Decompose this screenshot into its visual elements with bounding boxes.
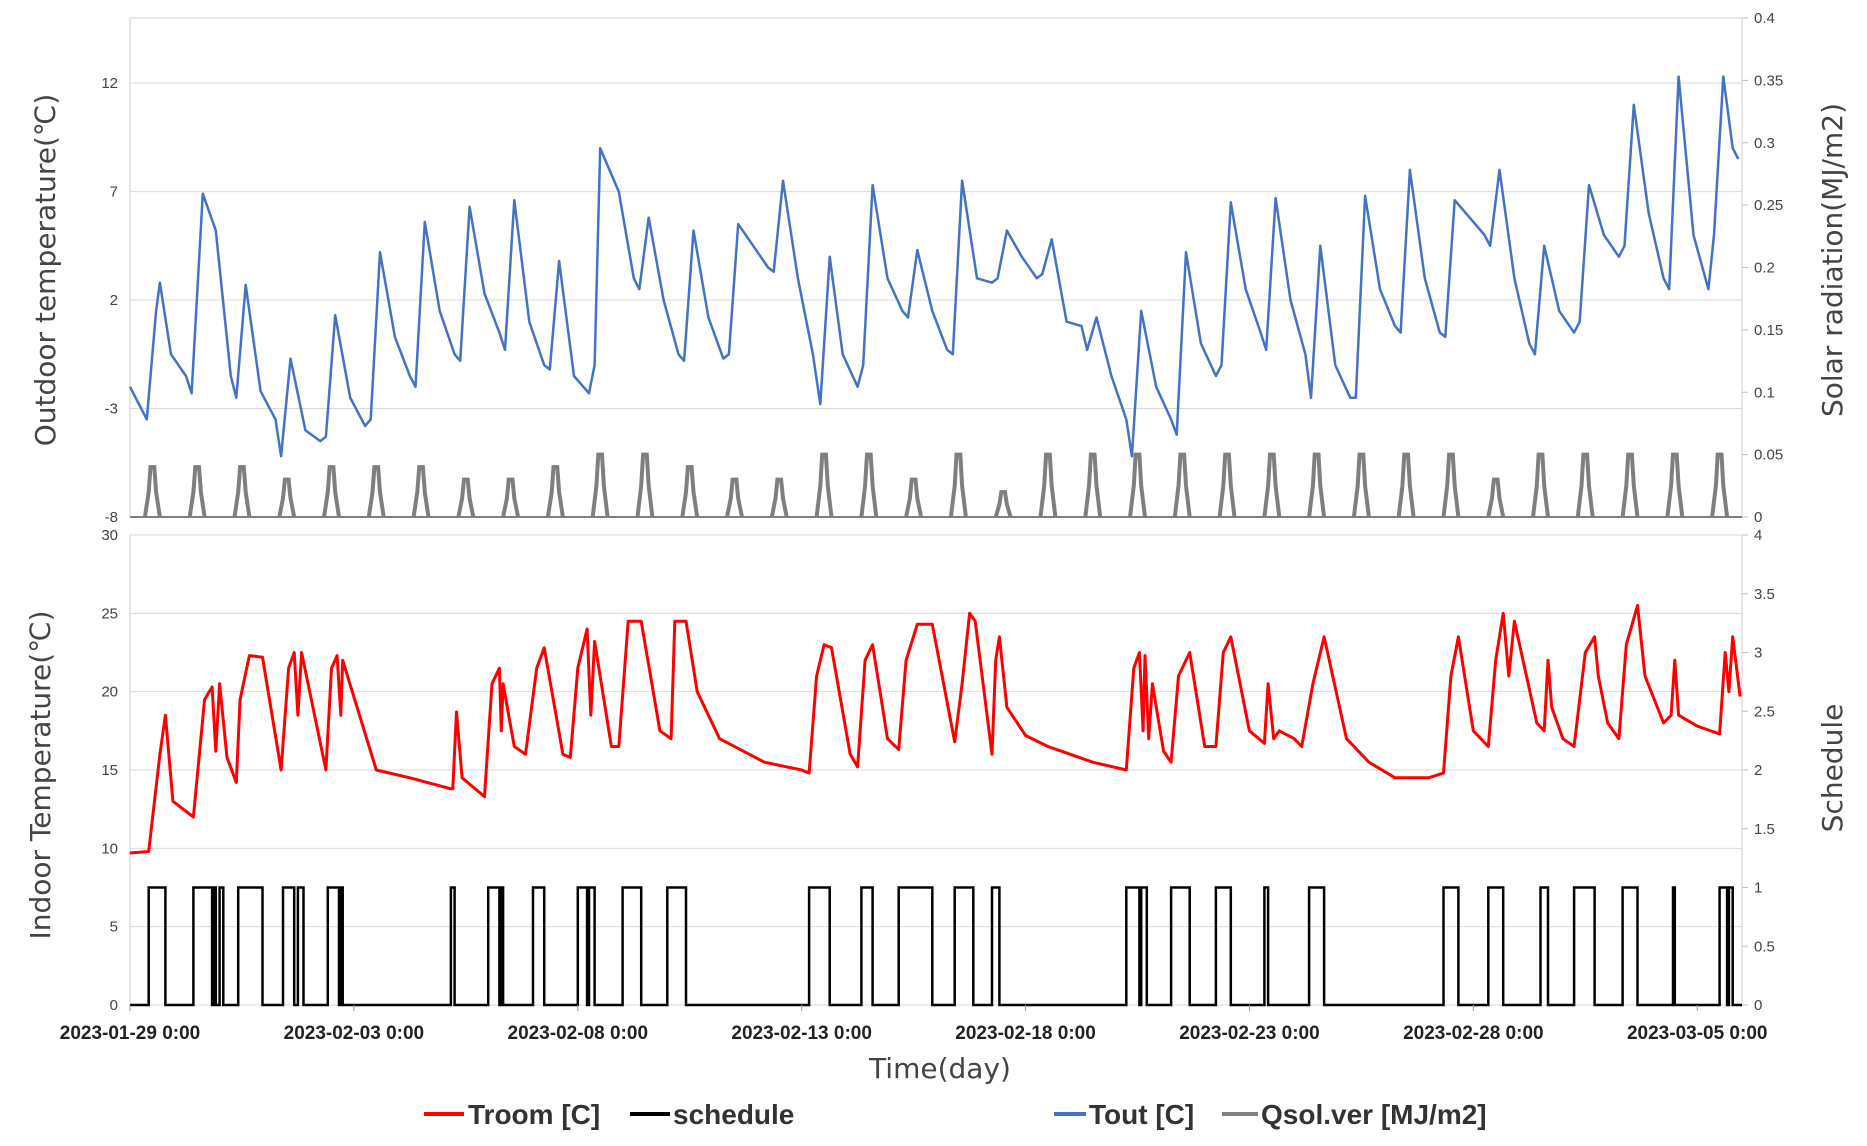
x-tick-label: 2023-03-05 0:00 bbox=[1627, 1023, 1768, 1044]
legend-label-tout: Tout [C] bbox=[1089, 1099, 1194, 1130]
y-tick-label-right: 1 bbox=[1754, 880, 1762, 897]
y-tick-label-right: 0 bbox=[1754, 997, 1762, 1014]
y-tick-label-right: 0.4 bbox=[1754, 10, 1775, 27]
solar-pulse bbox=[1575, 452, 1595, 518]
y-tick-label-right: 2.5 bbox=[1754, 703, 1775, 720]
solar-pulse bbox=[1307, 452, 1327, 518]
solar-pulse bbox=[1038, 452, 1058, 518]
x-tick-label: 2023-02-28 0:00 bbox=[1403, 1023, 1544, 1044]
solar-pulse bbox=[769, 477, 789, 518]
top-left-axis-title: Outdoor temperature(℃) bbox=[29, 94, 62, 447]
solar-pulse bbox=[456, 477, 476, 518]
solar-pulse bbox=[993, 490, 1013, 518]
legend: Troom [C] schedule Tout [C] Qsol.ver [MJ… bbox=[424, 1099, 1487, 1130]
solar-pulse bbox=[1396, 452, 1416, 518]
top-right-axis-title: Solar radiation(MJ/m2) bbox=[1816, 103, 1849, 417]
y-tick-label-left: 5 bbox=[110, 919, 118, 936]
solar-pulse bbox=[1441, 452, 1461, 518]
bottom-panel: 30 25 20 15 10 5 0 4 3.5 3 2.5 2 1.5 1 0.5 0 2023-01-29 … bbox=[60, 527, 1775, 1044]
x-tick-label: 2023-02-23 0:00 bbox=[1179, 1023, 1320, 1044]
solar-pulse bbox=[1710, 452, 1730, 518]
y-tick-label-right: 3 bbox=[1754, 645, 1762, 662]
y-tick-label-right: 0.1 bbox=[1754, 384, 1775, 401]
y-tick-label-left: 20 bbox=[101, 684, 118, 701]
y-tick-label-right: 3.5 bbox=[1754, 586, 1775, 603]
y-tick-label-left: 25 bbox=[101, 605, 118, 622]
bottom-left-axis-title: Indoor Temperature(℃) bbox=[24, 610, 57, 939]
solar-pulse bbox=[232, 465, 252, 518]
solar-pulse bbox=[904, 477, 924, 518]
solar-pulse bbox=[1486, 477, 1506, 518]
y-tick-label-right: 0.15 bbox=[1754, 322, 1783, 339]
y-tick-label-left: 15 bbox=[101, 762, 118, 779]
y-tick-label-right: 0.05 bbox=[1754, 447, 1783, 464]
solar-pulse bbox=[590, 452, 610, 518]
y-tick-label-right: 0.5 bbox=[1754, 938, 1775, 955]
solar-pulse bbox=[1620, 452, 1640, 518]
y-tick-label-left: -3 bbox=[105, 401, 118, 418]
y-tick-label-right: 0.2 bbox=[1754, 260, 1775, 277]
troom-line bbox=[129, 604, 1742, 855]
y-tick-label-left: -8 bbox=[105, 509, 118, 526]
x-tick-label: 2023-02-13 0:00 bbox=[731, 1023, 872, 1044]
solar-pulse bbox=[859, 452, 879, 518]
bottom-right-axis-title: Schedule bbox=[1816, 704, 1849, 833]
solar-pulse bbox=[411, 465, 431, 518]
solar-pulse bbox=[366, 465, 386, 518]
legend-label-troom: Troom [C] bbox=[468, 1099, 600, 1130]
y-tick-label-right: 0.35 bbox=[1754, 72, 1783, 89]
solar-pulse bbox=[322, 465, 341, 518]
y-tick-label-right: 4 bbox=[1754, 527, 1762, 544]
solar-pulse bbox=[1665, 452, 1685, 518]
solar-pulse bbox=[187, 465, 207, 518]
y-tick-label-right: 0.3 bbox=[1754, 135, 1775, 152]
solar-pulse bbox=[680, 465, 700, 518]
plot-frame bbox=[129, 17, 1743, 518]
x-tick-label: 2023-02-03 0:00 bbox=[284, 1023, 425, 1044]
solar-pulse bbox=[277, 477, 297, 518]
y-tick-label-right: 2 bbox=[1754, 762, 1762, 779]
solar-pulse bbox=[1531, 452, 1550, 518]
solar-pulse bbox=[1262, 452, 1282, 518]
solar-pulse bbox=[1351, 452, 1371, 518]
y-tick-label-left: 10 bbox=[101, 840, 118, 857]
top-panel: 12 7 2 -3 -8 0.4 0.35 0.3 0.25 0.2 0.15 0.1 0.05 0 bbox=[101, 10, 1783, 526]
y-tick-label-left: 2 bbox=[110, 292, 118, 309]
x-tick-label: 2023-02-08 0:00 bbox=[508, 1023, 649, 1044]
y-tick-label-left: 30 bbox=[101, 527, 118, 544]
legend-label-qsol: Qsol.ver [MJ/m2] bbox=[1261, 1099, 1487, 1130]
schedule-line bbox=[130, 886, 1742, 1007]
y-tick-label-right: 1.5 bbox=[1754, 821, 1775, 838]
y-tick-label-left: 12 bbox=[101, 75, 118, 92]
solar-pulse bbox=[948, 452, 968, 518]
y-tick-label-right: 0.25 bbox=[1754, 197, 1783, 214]
solar-pulse bbox=[1083, 452, 1103, 518]
x-tick-label: 2023-02-18 0:00 bbox=[955, 1023, 1096, 1044]
y-tick-label-right: 0 bbox=[1754, 509, 1762, 526]
solar-pulse bbox=[142, 465, 162, 518]
x-tick-label: 2023-01-29 0:00 bbox=[60, 1023, 201, 1044]
legend-label-schedule: schedule bbox=[673, 1099, 794, 1130]
y-tick-label-left: 7 bbox=[110, 184, 118, 201]
solar-pulse bbox=[1128, 452, 1147, 518]
solar-pulse bbox=[501, 477, 521, 518]
solar-pulse bbox=[545, 465, 565, 518]
solar-pulse bbox=[1172, 452, 1192, 518]
tout-line bbox=[128, 75, 1740, 458]
solar-pulse bbox=[814, 452, 834, 518]
solar-pulse bbox=[1217, 452, 1237, 518]
x-axis-title: Time(day) bbox=[868, 1052, 1011, 1085]
y-tick-label-left: 0 bbox=[110, 997, 118, 1014]
solar-pulse bbox=[725, 477, 744, 518]
solar-pulse bbox=[635, 452, 655, 518]
